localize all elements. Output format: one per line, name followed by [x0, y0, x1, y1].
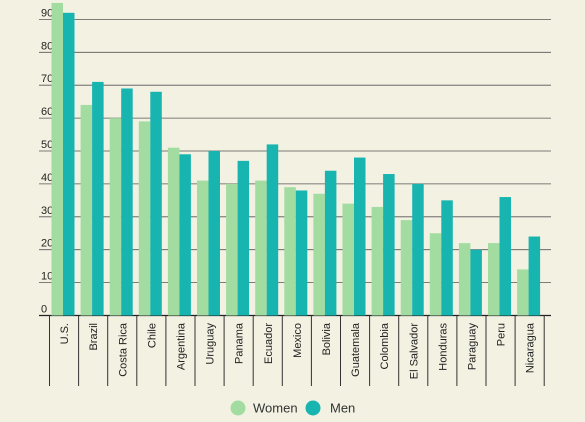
- bar-men: [529, 237, 541, 316]
- legend-label: Women: [253, 401, 298, 416]
- y-tick-label: 10: [41, 271, 53, 283]
- bar-men: [412, 184, 424, 316]
- category-label: Peru: [496, 323, 508, 346]
- bar-women: [168, 148, 180, 316]
- y-tick-label: 0: [41, 304, 47, 316]
- category-label: Costa Rica: [117, 322, 129, 377]
- bars: [52, 3, 541, 316]
- bar-men: [470, 250, 482, 316]
- bar-women: [372, 207, 384, 316]
- bar-women: [52, 3, 64, 316]
- category-label: Argentina: [175, 322, 187, 370]
- y-tick-label: 70: [41, 73, 53, 85]
- bar-men: [238, 161, 250, 316]
- bar-women: [255, 181, 267, 316]
- bar-men: [441, 200, 453, 315]
- bar-women: [313, 194, 325, 316]
- bar-women: [401, 220, 413, 315]
- y-tick-label: 50: [41, 139, 53, 151]
- bar-men: [150, 92, 162, 316]
- category-label: Chile: [146, 323, 158, 348]
- category-label: U.S.: [59, 323, 71, 344]
- category-label: Paraguay: [466, 323, 478, 371]
- bar-women: [517, 269, 529, 315]
- bar-men: [121, 88, 133, 315]
- bar-men: [354, 158, 366, 316]
- y-tick-label: 90: [41, 7, 53, 19]
- y-tick-label: 80: [41, 40, 53, 52]
- bar-women: [81, 105, 93, 316]
- category-label: El Salvador: [408, 323, 420, 380]
- bar-men: [325, 171, 337, 316]
- category-label: Mexico: [292, 323, 304, 358]
- legend: Women Men: [231, 401, 356, 416]
- bar-men: [383, 174, 395, 315]
- legend-label: Men: [330, 401, 355, 416]
- bar-women: [284, 187, 296, 315]
- bar-men: [267, 144, 279, 315]
- category-label: Colombia: [379, 322, 391, 369]
- x-axis-labels: U.S. Brazil Costa Rica Chile Argentina Urugua…: [59, 322, 537, 379]
- bar-men: [209, 151, 221, 316]
- bar-women: [488, 243, 500, 315]
- bar-women: [459, 243, 471, 315]
- category-label: Guatemala: [350, 322, 362, 377]
- bar-women: [197, 181, 209, 316]
- bar-men: [296, 190, 308, 315]
- legend-swatch-women: [231, 401, 246, 416]
- bar-women: [110, 118, 122, 315]
- bar-men: [92, 82, 104, 316]
- y-tick-label: 30: [41, 205, 53, 217]
- category-label: Nicaragua: [525, 322, 537, 373]
- bar-women: [343, 204, 355, 316]
- category-label: Honduras: [437, 323, 449, 371]
- category-label: Panama: [234, 322, 246, 364]
- category-label: Uruguay: [205, 323, 217, 365]
- bar-men: [179, 154, 191, 315]
- y-tick-label: 40: [41, 172, 53, 184]
- bar-women: [139, 121, 151, 315]
- category-label: Brazil: [88, 323, 100, 351]
- y-tick-label: 20: [41, 238, 53, 250]
- category-label: Bolivia: [321, 322, 333, 355]
- y-axis-ticks: 0 10 20 30 40 50 60 70 80 90: [41, 7, 53, 315]
- bar-women: [226, 184, 238, 316]
- y-tick-label: 60: [41, 106, 53, 118]
- category-label: Ecuador: [263, 323, 275, 364]
- legend-swatch-men: [306, 401, 321, 416]
- bar-women: [430, 233, 442, 315]
- bar-men: [500, 197, 512, 315]
- bar-men: [63, 13, 75, 316]
